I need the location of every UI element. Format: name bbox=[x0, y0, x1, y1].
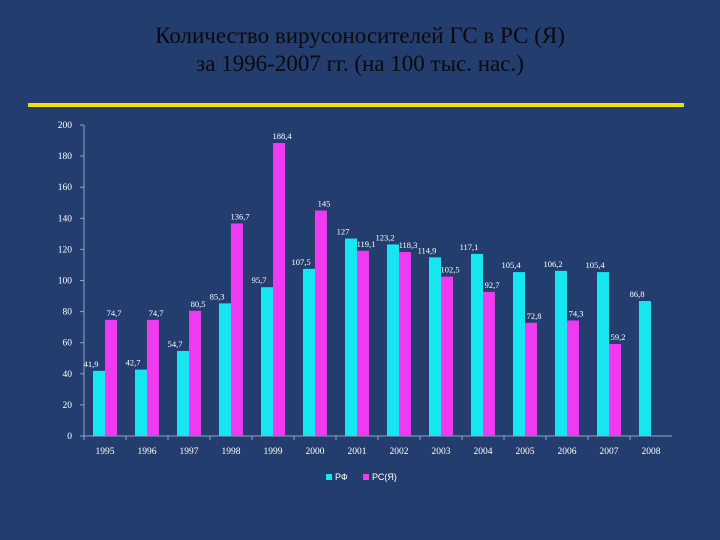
x-tick-label: 1996 bbox=[138, 447, 157, 457]
y-tick-label: 0 bbox=[67, 432, 72, 442]
y-tick-label: 140 bbox=[58, 214, 73, 224]
data-label-rsy: 118,3 bbox=[399, 240, 418, 250]
bar-rsy bbox=[483, 291, 495, 436]
bar-rf bbox=[345, 238, 357, 436]
y-tick-label: 180 bbox=[58, 152, 73, 162]
data-label-rsy: 102,5 bbox=[440, 265, 459, 275]
data-label-rf: 127 bbox=[337, 227, 350, 237]
x-tick-label: 2003 bbox=[432, 447, 451, 457]
x-tick-label: 2008 bbox=[642, 447, 661, 457]
x-tick-label: 2000 bbox=[306, 447, 325, 457]
data-label-rsy: 74,3 bbox=[569, 308, 584, 318]
data-label-rf: 54,7 bbox=[168, 339, 183, 349]
bar-rsy bbox=[399, 252, 411, 436]
data-label-rsy: 72,8 bbox=[527, 311, 542, 321]
data-label-rf: 105,4 bbox=[501, 260, 521, 270]
legend-swatch-rf bbox=[326, 474, 332, 480]
data-label-rsy: 80,5 bbox=[191, 299, 206, 309]
x-tick-label: 2002 bbox=[390, 447, 409, 457]
data-label-rf: 42,7 bbox=[126, 358, 141, 368]
x-tick-label: 1997 bbox=[180, 447, 199, 457]
bar-rsy bbox=[609, 343, 621, 436]
data-label-rf: 107,5 bbox=[291, 257, 310, 267]
data-label-rsy: 136,7 bbox=[230, 211, 249, 221]
title-line-2: за 1996-2007 гг. (на 100 тыс. нас.) bbox=[196, 51, 524, 76]
x-tick-label: 2001 bbox=[348, 447, 367, 457]
bar-rsy bbox=[231, 223, 243, 436]
bar-rsy bbox=[357, 250, 369, 436]
data-label-rsy: 145 bbox=[318, 199, 331, 209]
bar-rf bbox=[639, 301, 651, 436]
x-tick-label: 2005 bbox=[516, 447, 535, 457]
bar-rf bbox=[303, 268, 315, 436]
data-label-rsy: 74,7 bbox=[107, 308, 122, 318]
legend-swatch-rsy bbox=[363, 474, 369, 480]
legend-label-rsy: РС(Я) bbox=[372, 472, 397, 482]
title-line-1: Количество вирусоносителей ГС в РС (Я) bbox=[155, 23, 565, 48]
x-tick-label: 1998 bbox=[222, 447, 241, 457]
bar-rsy bbox=[105, 319, 117, 436]
bar-rf bbox=[219, 303, 231, 436]
bar-rsy bbox=[315, 210, 327, 436]
y-tick-label: 20 bbox=[63, 401, 73, 411]
data-label-rf: 117,1 bbox=[460, 242, 479, 252]
x-tick-label: 2004 bbox=[474, 447, 493, 457]
chart-title: Количество вирусоносителей ГС в РС (Я) з… bbox=[0, 22, 720, 78]
bar-rf bbox=[177, 350, 189, 436]
y-tick-label: 120 bbox=[58, 245, 73, 255]
y-tick-label: 80 bbox=[63, 308, 73, 318]
data-label-rsy: 188,4 bbox=[272, 131, 292, 141]
bar-rf bbox=[555, 270, 567, 436]
data-label-rsy: 119,1 bbox=[357, 239, 376, 249]
data-label-rf: 106,2 bbox=[543, 259, 562, 269]
y-tick-label: 160 bbox=[58, 183, 73, 193]
bar-rsy bbox=[147, 319, 159, 436]
bar-rsy bbox=[189, 310, 201, 436]
bar-rsy bbox=[567, 320, 579, 436]
y-tick-label: 100 bbox=[58, 277, 73, 287]
data-label-rf: 41,9 bbox=[84, 359, 99, 369]
x-tick-label: 1999 bbox=[264, 447, 283, 457]
bar-rf bbox=[135, 369, 147, 436]
bar-rf bbox=[93, 370, 105, 436]
y-tick-label: 200 bbox=[58, 121, 73, 131]
bar-rf bbox=[387, 244, 399, 436]
y-tick-label: 60 bbox=[63, 339, 73, 349]
title-underline bbox=[28, 103, 684, 107]
data-label-rsy: 59,2 bbox=[611, 332, 626, 342]
data-label-rf: 123,2 bbox=[375, 232, 394, 242]
bar-rf bbox=[513, 272, 525, 436]
bar-rsy bbox=[273, 143, 285, 436]
data-label-rsy: 74,7 bbox=[149, 308, 164, 318]
bar-rsy bbox=[441, 276, 453, 436]
x-tick-label: 1995 bbox=[96, 447, 115, 457]
bar-rsy bbox=[525, 322, 537, 436]
bar-rf bbox=[597, 272, 609, 436]
x-tick-label: 2007 bbox=[600, 447, 619, 457]
data-label-rsy: 92,7 bbox=[485, 280, 500, 290]
y-tick-label: 40 bbox=[63, 370, 73, 380]
bar-rf bbox=[471, 253, 483, 436]
bar-rf bbox=[261, 287, 273, 436]
legend-label-rf: РФ bbox=[335, 472, 348, 482]
data-label-rf: 95,7 bbox=[252, 275, 267, 285]
data-label-rf: 85,3 bbox=[210, 291, 225, 301]
data-label-rf: 105,4 bbox=[585, 260, 605, 270]
data-label-rf: 114,9 bbox=[418, 245, 437, 255]
bar-rf bbox=[429, 257, 441, 436]
x-tick-label: 2006 bbox=[558, 447, 577, 457]
data-label-rf: 86,8 bbox=[630, 289, 645, 299]
